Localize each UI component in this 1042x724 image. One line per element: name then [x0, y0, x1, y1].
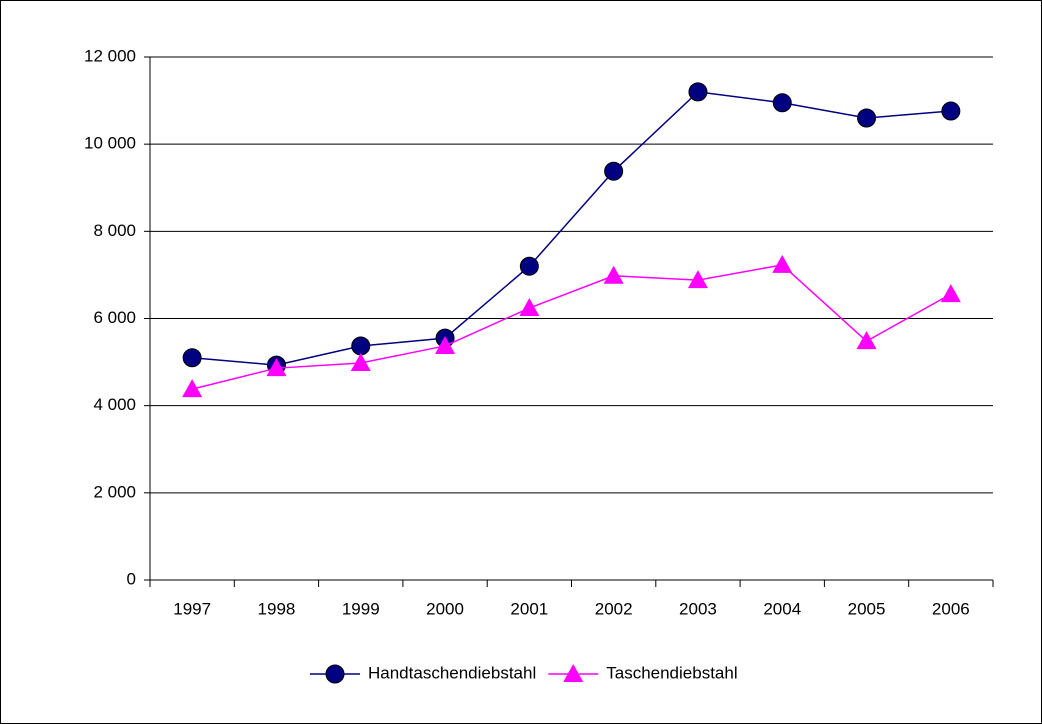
marker: [857, 108, 877, 128]
x-tick-label: 2001: [510, 599, 548, 618]
y-tick-label: 10 000: [84, 134, 136, 153]
marker: [941, 101, 961, 121]
x-tick-label: 2000: [426, 599, 464, 618]
marker: [350, 352, 371, 371]
x-tick-label: 2004: [763, 599, 801, 618]
y-tick-label: 12 000: [84, 46, 136, 65]
marker: [519, 298, 540, 317]
marker: [856, 331, 877, 350]
marker: [772, 254, 793, 273]
series-line: [191, 264, 952, 390]
marker: [435, 335, 456, 354]
marker: [182, 379, 203, 398]
x-tick-label: 1998: [258, 599, 296, 618]
legend-label: Taschendiebstahl: [606, 663, 737, 682]
x-tick-label: 2005: [848, 599, 886, 618]
y-tick-label: 8 000: [93, 221, 136, 240]
x-tick-label: 1997: [173, 599, 211, 618]
x-tick-label: 1999: [342, 599, 380, 618]
y-tick-label: 0: [127, 569, 136, 588]
series-line: [192, 91, 951, 366]
x-tick-label: 2006: [932, 599, 970, 618]
marker: [519, 256, 539, 276]
x-tick-label: 2002: [595, 599, 633, 618]
y-tick-label: 2 000: [93, 482, 136, 501]
marker: [772, 93, 792, 113]
y-tick-label: 6 000: [93, 308, 136, 327]
legend-label: Handtaschendiebstahl: [368, 663, 536, 682]
marker: [940, 284, 961, 303]
marker: [266, 358, 287, 377]
marker: [687, 270, 708, 289]
marker: [604, 161, 624, 181]
marker: [182, 348, 202, 368]
marker: [351, 336, 371, 356]
marker: [325, 664, 345, 684]
x-tick-label: 2003: [679, 599, 717, 618]
marker: [688, 82, 708, 102]
marker: [603, 265, 624, 284]
marker: [563, 664, 584, 682]
y-tick-label: 4 000: [93, 395, 136, 414]
